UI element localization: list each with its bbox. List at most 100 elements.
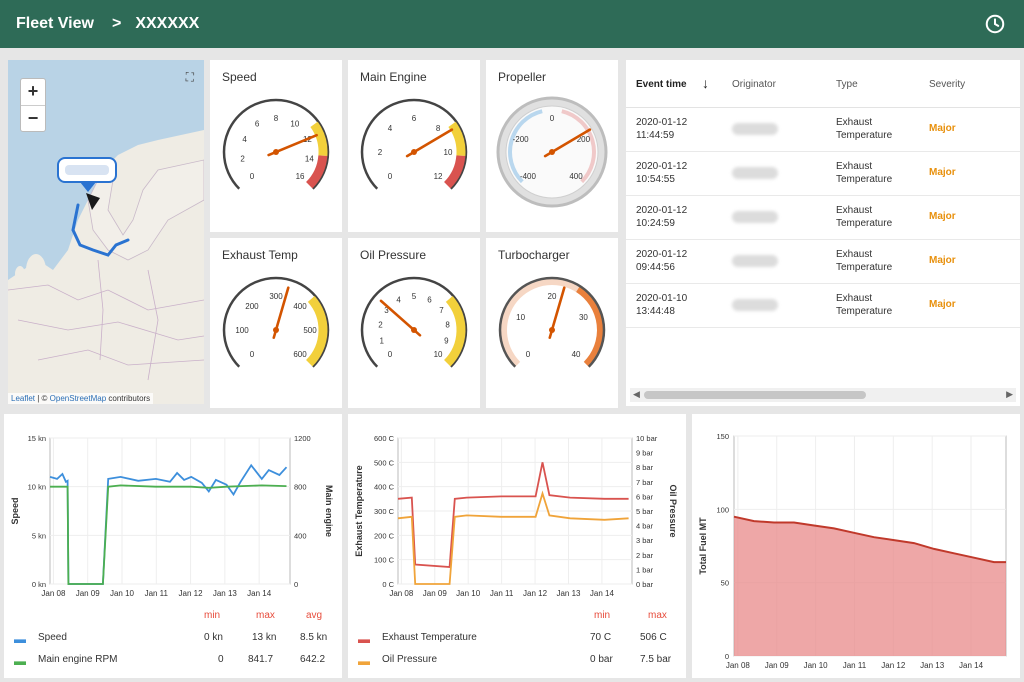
vessel-map[interactable]: + − ⛶ Leaflet | © OpenStreetMap contribu… — [8, 60, 204, 404]
originator-redacted — [732, 211, 778, 223]
severity-badge: Major — [929, 123, 956, 134]
gauge-title: Main Engine — [360, 70, 427, 84]
x-tick-label: Jan 12 — [523, 589, 548, 598]
x-tick-label: Jan 13 — [920, 661, 945, 670]
gauge-needle-hub — [549, 149, 555, 155]
legend-rpm-label[interactable]: Main engine RPM — [38, 654, 118, 665]
dial-arc — [498, 276, 606, 368]
y2-tick-label: 800 — [294, 483, 307, 492]
gauge-title: Exhaust Temp — [222, 248, 298, 262]
legend-exhaust-min: 70 C — [590, 632, 612, 643]
attribution-separator: | © — [35, 394, 50, 403]
legend-rpm-max: 841.7 — [248, 654, 274, 665]
map-tiles[interactable] — [8, 60, 204, 404]
x-tick-label: Jan 09 — [76, 589, 101, 598]
horizontal-scrollbar[interactable]: ◀ ▶ — [630, 388, 1016, 402]
col-severity[interactable]: Severity — [929, 79, 966, 90]
event-type-line2: Temperature — [836, 306, 893, 317]
table-row[interactable]: 2020-01-12 10:54:55 Exhaust Temperature Ma… — [626, 152, 1020, 196]
table-row[interactable]: 2020-01-10 13:44:48 Exhaust Temperature Ma… — [626, 284, 1020, 328]
y2-tick-label: 400 — [294, 531, 307, 540]
speed-rpm-plot[interactable]: Jan 08 Jan 09 Jan 10 Jan 11 Jan 12 Jan 13 Jan … — [4, 414, 342, 604]
gauge-needle-hub — [549, 327, 555, 333]
fullscreen-icon[interactable]: ⛶ — [185, 70, 194, 84]
severity-badge: Major — [929, 299, 956, 310]
event-clock: 13:44:48 — [636, 306, 675, 317]
col-originator[interactable]: Originator — [732, 79, 776, 90]
gauge-tick-label: 300 — [269, 292, 283, 301]
series-line-1 — [50, 484, 287, 585]
y2-tick-label: 7 bar — [636, 478, 654, 487]
gauge-tick-label: -200 — [513, 135, 530, 144]
y-tick-label: 0 — [725, 652, 729, 661]
y-tick-label: 100 — [716, 505, 729, 514]
dial-arc — [360, 276, 468, 368]
zoom-out-button[interactable]: − — [21, 105, 45, 131]
dial-arc — [222, 98, 330, 190]
turbocharger-gauge-dial: 0 10 20 30 40 — [498, 276, 606, 368]
y-axis-label: Speed — [10, 497, 20, 524]
x-tick-label: Jan 08 — [726, 661, 751, 670]
scrollbar-thumb[interactable] — [644, 391, 866, 399]
dial-band-yellow — [448, 121, 466, 157]
col-event-time[interactable]: Event time — [636, 79, 687, 90]
oil-pressure-gauge-dial: 01 234 5 678 910 — [360, 276, 468, 368]
table-row[interactable]: 2020-01-12 09:44:56 Exhaust Temperature Ma… — [626, 240, 1020, 284]
y-tick-label: 50 — [721, 579, 729, 588]
y-tick-label: 0 C — [382, 580, 394, 589]
series-line-1 — [397, 490, 629, 585]
scroll-left-icon[interactable]: ◀ — [633, 389, 640, 399]
exhaust-temp-gauge-dial: 0 100 200 300 400 500 600 — [222, 276, 330, 368]
gauge-tick-label: 3 — [384, 306, 389, 315]
legend-rpm-avg: 642.2 — [300, 654, 326, 665]
scroll-right-icon[interactable]: ▶ — [1006, 389, 1013, 399]
zoom-in-button[interactable]: + — [27, 81, 39, 101]
y2-tick-label: 0 bar — [636, 580, 654, 589]
top-bar: Fleet View > XXXXXX — [0, 0, 1024, 48]
attribution-text: contributors — [106, 394, 151, 403]
arrow-down-icon[interactable]: ↓ — [702, 75, 709, 91]
gauge-tick-label: 4 — [388, 124, 393, 133]
severity-badge: Major — [929, 167, 956, 178]
osm-link[interactable]: OpenStreetMap — [49, 394, 107, 403]
x-tick-label: Jan 11 — [490, 589, 514, 598]
y2-axis-label: Oil Pressure — [668, 484, 678, 537]
y-tick-label: 400 C — [374, 483, 395, 492]
gauge-tick-label: 2 — [378, 148, 383, 157]
gauge-tick-label: 10 — [290, 120, 299, 129]
gauge-tick-label: 100 — [235, 326, 249, 335]
legend-oil-max: 7.5 bar — [640, 654, 672, 665]
gauge-tick-label: 30 — [579, 313, 588, 322]
gauge-tick-label: 0 — [526, 350, 531, 359]
dial-band-pink — [561, 109, 596, 184]
gauge-tick-label: 0 — [250, 350, 255, 359]
table-row[interactable]: 2020-01-12 10:24:59 Exhaust Temperature Ma… — [626, 196, 1020, 240]
legend-exhaust-label[interactable]: Exhaust Temperature — [382, 632, 477, 643]
gauge-tick-label: 0 — [388, 172, 393, 181]
gauge-exhaust-temp: Exhaust Temp 0 100 200 300 400 500 600 — [210, 238, 342, 408]
originator-redacted — [732, 299, 778, 311]
event-type-line1: Exhaust — [836, 249, 873, 260]
gauge-tick-label: 12 — [434, 172, 443, 181]
gauge-oil-pressure: Oil Pressure 0 1 2 3 4 5 6 7 8 9 10 — [348, 238, 480, 408]
legend-exhaust-max: 506 C — [640, 632, 667, 643]
y2-tick-label: 3 bar — [636, 536, 654, 545]
event-date: 2020-01-10 — [636, 293, 688, 304]
table-row[interactable]: 2020-01-12 11:44:59 Exhaust Temperature Ma… — [626, 108, 1020, 152]
legend-oil-label[interactable]: Oil Pressure — [382, 654, 438, 665]
x-tick-label: Jan 12 — [881, 661, 906, 670]
leaflet-link[interactable]: Leaflet — [11, 394, 36, 403]
gauge-main-engine: Main Engine 0 2 4 6 8 10 12 — [348, 60, 480, 232]
legend-speed-label[interactable]: Speed — [38, 632, 67, 643]
severity-badge: Major — [929, 255, 956, 266]
gauge-tick-label: 6 — [427, 296, 432, 305]
total-fuel-plot[interactable]: Jan 08 Jan 09 Jan 10 Jan 11 Jan 12 Jan 13 Jan … — [692, 414, 1020, 678]
x-tick-label: Jan 14 — [959, 661, 984, 670]
col-type[interactable]: Type — [836, 79, 858, 90]
dial-arc — [222, 276, 330, 368]
history-clock-icon[interactable] — [984, 13, 1006, 35]
severity-badge: Major — [929, 211, 956, 222]
breadcrumb-fleet-view[interactable]: Fleet View — [16, 15, 94, 32]
exhaust-oil-plot[interactable]: Jan 08 Jan 09 Jan 10 Jan 11 Jan 12 Jan 13 Jan … — [348, 414, 686, 604]
y-tick-label: 0 kn — [32, 580, 46, 589]
